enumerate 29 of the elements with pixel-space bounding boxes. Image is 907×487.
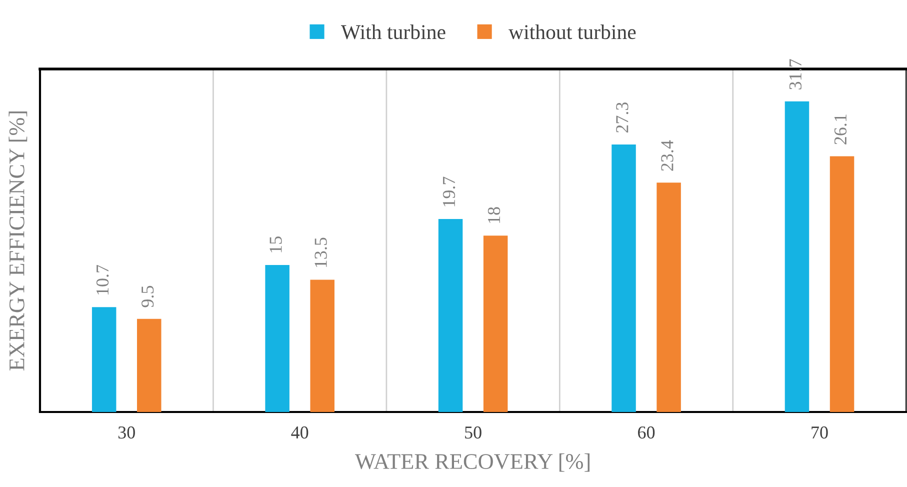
data-label: 9.5 xyxy=(142,286,154,308)
bar xyxy=(265,265,290,412)
legend-label: With turbine xyxy=(340,24,446,40)
x-tick-label: 30 xyxy=(118,426,135,439)
data-label: 27.3 xyxy=(616,102,628,133)
bar xyxy=(92,307,116,412)
y-axis-title: EXERGY EFFICIENCY [%] xyxy=(8,112,28,370)
data-label: 13.5 xyxy=(314,238,327,267)
data-label: 10.7 xyxy=(96,264,109,294)
data-label: 15 xyxy=(270,236,282,252)
x-tick-label: 50 xyxy=(465,426,482,439)
bar xyxy=(438,218,463,412)
x-axis-title: WATER RECOVERY [%] xyxy=(354,453,590,472)
data-label: 19.7 xyxy=(442,176,456,206)
legend-label: without turbine xyxy=(508,24,636,40)
x-tick-label: 70 xyxy=(812,426,828,439)
data-label: 23.4 xyxy=(661,140,674,171)
bar xyxy=(830,156,854,412)
x-tick-label: 60 xyxy=(638,426,655,439)
bar xyxy=(656,182,681,412)
bar xyxy=(784,101,810,412)
bar xyxy=(612,144,636,412)
data-label: 31.7 xyxy=(789,59,802,90)
bar xyxy=(483,236,508,412)
bar xyxy=(137,318,162,412)
data-label: 18 xyxy=(488,207,500,223)
bar xyxy=(310,280,334,412)
x-tick-label: 40 xyxy=(291,426,308,439)
data-label: 26.1 xyxy=(834,114,847,144)
